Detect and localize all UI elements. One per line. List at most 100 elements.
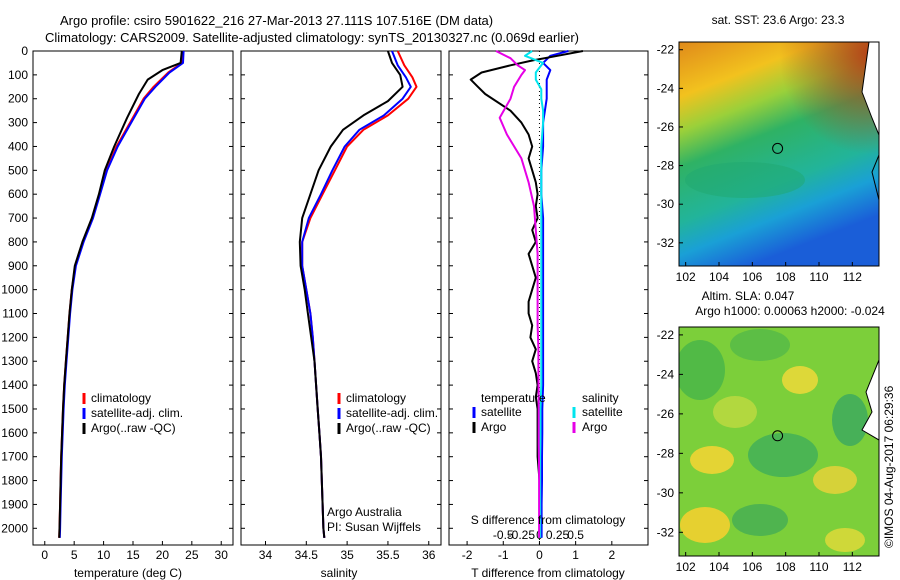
- legend-title-temperature: temperature: [481, 391, 546, 405]
- map-lat-label: -30: [657, 486, 675, 500]
- depth-tick-label: 200: [8, 92, 28, 106]
- sst-profile-marker: [772, 142, 784, 154]
- temperature-tick-label: 25: [185, 548, 199, 562]
- legend-label: Argo(..raw -QC): [346, 421, 431, 435]
- sla-high-4: [813, 466, 857, 494]
- sla-profile-marker: [772, 430, 784, 442]
- sst-coastline: [861, 42, 879, 136]
- sla-high-6: [825, 528, 865, 552]
- sla-low-1: [679, 340, 725, 400]
- sla-low-2: [730, 329, 790, 361]
- series-line-t-argo: [469, 50, 584, 538]
- legend-label: satellite: [481, 405, 522, 419]
- depth-tick-label: 1600: [1, 426, 28, 440]
- title-line-1: Argo profile: csiro 5901622_216 27-Mar-2…: [60, 13, 494, 28]
- sst-map-frame: [678, 41, 880, 267]
- legend-label: satellite: [582, 405, 623, 419]
- depth-tick-label: 700: [8, 211, 28, 225]
- diff-top-tick-label: 0.5: [567, 528, 584, 542]
- depth-tick-label: 500: [8, 163, 28, 177]
- sst-map-title: sat. SST: 23.6 Argo: 23.3: [712, 13, 845, 27]
- depth-tick-label: 1800: [1, 474, 28, 488]
- sla-low-5: [732, 504, 788, 536]
- series-line-s-satellite: [524, 50, 545, 538]
- diff-top-tick-label: 0.25: [546, 528, 570, 542]
- sla-high-1: [782, 366, 818, 394]
- map-lat-label: -28: [657, 446, 675, 460]
- salinity-xlabel: salinity: [321, 566, 358, 580]
- map-lat-label: -22: [657, 328, 675, 342]
- map-lat-label: -30: [657, 197, 675, 211]
- sst-warm-patch: [679, 42, 879, 266]
- diff-tick-label: -2: [462, 548, 473, 562]
- sla-low-4: [832, 394, 868, 446]
- sla-map-frame: [678, 326, 880, 557]
- map-lon-label: 102: [676, 270, 696, 284]
- temperature-tick-label: 15: [126, 548, 140, 562]
- depth-tick-label: 100: [8, 68, 28, 82]
- depth-tick-label: 1500: [1, 402, 28, 416]
- legend-label: Argo: [481, 420, 507, 434]
- map-lat-label: -26: [657, 120, 675, 134]
- difference-legend: temperature salinitysatelliteArgosatellit…: [472, 391, 623, 434]
- legend-label: climatology: [91, 391, 151, 405]
- sst-cool-band: [685, 162, 805, 198]
- depth-tick-label: 0: [21, 44, 28, 58]
- salinity-lines: [298, 50, 418, 538]
- imos-timestamp: ©IMOS 04-Aug-2017 06:29:36: [882, 385, 896, 548]
- series-line-argo-raw-qc-: [298, 50, 404, 538]
- sla-high-3: [690, 446, 734, 474]
- temperature-lines: [58, 50, 185, 538]
- temperature-tick-label: 10: [97, 548, 111, 562]
- sla-map-title: Altim. SLA: 0.047: [702, 289, 795, 303]
- depth-tick-label: 1000: [1, 283, 28, 297]
- diff-tick-label: 1: [572, 548, 579, 562]
- depth-tick-label: 1200: [1, 330, 28, 344]
- map-lat-label: -24: [657, 81, 675, 95]
- map-lon-label: 104: [709, 270, 729, 284]
- title-line-2: Climatology: CARS2009. Satellite-adjuste…: [45, 30, 580, 45]
- map-lat-label: -32: [657, 525, 675, 539]
- map-lon-label: 102: [676, 560, 696, 574]
- map-lon-label: 110: [809, 560, 828, 574]
- sla-high-5: [680, 507, 730, 543]
- legend-title-salinity: salinity: [582, 391, 619, 405]
- map-lon-label: 104: [709, 560, 729, 574]
- temperature-tick-label: 0: [41, 548, 48, 562]
- series-line-t-satellite: [540, 50, 569, 538]
- map-lat-label: -32: [657, 236, 675, 250]
- map-lon-label: 108: [776, 270, 796, 284]
- series-line-argo-raw-qc-: [58, 50, 183, 538]
- depth-tick-label: 400: [8, 139, 28, 153]
- salinity-tick-label: 36: [422, 548, 436, 562]
- series-line-s-argo: [495, 50, 541, 538]
- diff-top-tick-label: -0.25: [508, 528, 536, 542]
- temperature-axes: [32, 50, 234, 546]
- diff-tick-label: -1: [498, 548, 509, 562]
- temperature-xlabel: temperature (deg C): [74, 566, 182, 580]
- depth-tick-label: 900: [8, 259, 28, 273]
- salinity-panel: 34 34.5 35 35.5 36 climatologysatellite-adj.…: [240, 50, 442, 580]
- salinity-tick-label: 35.5: [376, 548, 400, 562]
- salinity-tick-label: 35: [340, 548, 354, 562]
- depth-tick-label: 1400: [1, 378, 28, 392]
- sla-high-2: [713, 396, 757, 428]
- sla-low-3: [748, 433, 818, 477]
- map-lat-label: -24: [657, 367, 675, 381]
- difference-axes: [448, 50, 649, 546]
- map-lon-label: 110: [809, 270, 828, 284]
- s-difference-label: S difference from climatology: [471, 513, 626, 527]
- temperature-panel: 0100200300400500600700800900100011001200…: [1, 44, 234, 580]
- legend-label: Argo: [582, 420, 608, 434]
- temperature-tick-label: 30: [215, 548, 229, 562]
- sst-map-panel: sat. SST: 23.6 Argo: 23.3 102 104 106 108 11…: [657, 13, 880, 284]
- map-lon-label: 106: [742, 270, 762, 284]
- sla-map-subtitle: Argo h1000: 0.00063 h2000: -0.024: [695, 304, 885, 318]
- argo-australia-label: Argo Australia: [327, 505, 402, 519]
- temperature-ticks: 0100200300400500600700800900100011001200…: [1, 44, 233, 562]
- legend-label: satellite-adj. clim.: [346, 406, 438, 420]
- map-lon-label: 108: [776, 560, 796, 574]
- map-lat-label: -28: [657, 159, 675, 173]
